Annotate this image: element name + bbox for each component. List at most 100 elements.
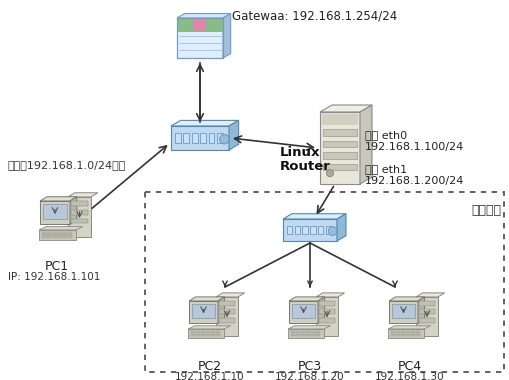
Bar bbox=[323, 141, 357, 147]
Bar bbox=[201, 331, 205, 333]
Bar bbox=[322, 114, 358, 125]
Bar bbox=[287, 226, 292, 234]
Polygon shape bbox=[40, 201, 70, 224]
Polygon shape bbox=[320, 112, 360, 184]
Polygon shape bbox=[288, 329, 324, 338]
Bar bbox=[191, 334, 195, 336]
Text: IP: 192.168.1.101: IP: 192.168.1.101 bbox=[8, 272, 100, 282]
Bar bbox=[406, 331, 410, 333]
Polygon shape bbox=[177, 18, 223, 58]
Polygon shape bbox=[70, 197, 77, 224]
Polygon shape bbox=[177, 14, 231, 18]
Bar bbox=[291, 334, 295, 336]
Bar bbox=[219, 309, 235, 314]
Polygon shape bbox=[39, 226, 83, 230]
Bar bbox=[196, 334, 200, 336]
Bar bbox=[216, 334, 220, 336]
Bar bbox=[58, 235, 62, 238]
Bar bbox=[406, 334, 410, 336]
Bar bbox=[392, 304, 415, 318]
Bar bbox=[401, 334, 405, 336]
Text: 外部 eth0
192.168.1.100/24: 外部 eth0 192.168.1.100/24 bbox=[365, 130, 464, 152]
Polygon shape bbox=[223, 14, 231, 58]
Bar bbox=[301, 331, 305, 333]
Polygon shape bbox=[189, 297, 224, 301]
Bar bbox=[319, 301, 335, 306]
Text: PC4: PC4 bbox=[398, 360, 422, 373]
Bar bbox=[219, 318, 235, 323]
Polygon shape bbox=[288, 326, 330, 329]
Bar bbox=[71, 210, 88, 215]
Text: 實際的192.168.1.0/24網段: 實際的192.168.1.0/24網段 bbox=[8, 160, 126, 170]
Bar bbox=[183, 133, 189, 143]
Bar bbox=[302, 226, 308, 234]
Bar bbox=[209, 133, 214, 143]
Bar bbox=[43, 204, 67, 219]
Bar bbox=[217, 133, 223, 143]
Polygon shape bbox=[416, 293, 444, 297]
Bar bbox=[71, 201, 88, 206]
Bar bbox=[192, 304, 215, 318]
Bar bbox=[323, 118, 357, 124]
Text: PC2: PC2 bbox=[198, 360, 222, 373]
Bar bbox=[416, 331, 420, 333]
Bar bbox=[316, 331, 320, 333]
Polygon shape bbox=[216, 297, 238, 336]
Text: Linux: Linux bbox=[280, 147, 321, 160]
Bar bbox=[295, 226, 300, 234]
Bar bbox=[52, 232, 56, 234]
Polygon shape bbox=[283, 219, 337, 241]
Text: Gatewaa: 192.168.1.254/24: Gatewaa: 192.168.1.254/24 bbox=[232, 10, 397, 22]
Polygon shape bbox=[171, 120, 239, 126]
Polygon shape bbox=[418, 297, 425, 323]
Bar bbox=[191, 331, 195, 333]
Bar bbox=[196, 331, 200, 333]
Text: 內部 eth1
192.168.1.200/24: 內部 eth1 192.168.1.200/24 bbox=[365, 164, 464, 185]
Bar bbox=[177, 18, 223, 32]
Polygon shape bbox=[229, 120, 239, 150]
Bar bbox=[219, 301, 235, 306]
Text: 192.168.1.20: 192.168.1.20 bbox=[275, 372, 345, 380]
Bar bbox=[47, 235, 51, 238]
Polygon shape bbox=[218, 297, 224, 323]
Polygon shape bbox=[320, 105, 372, 112]
Circle shape bbox=[326, 169, 333, 177]
Text: PC1: PC1 bbox=[45, 260, 69, 273]
Bar bbox=[145, 192, 504, 372]
Bar bbox=[419, 318, 435, 323]
Polygon shape bbox=[216, 293, 244, 297]
Polygon shape bbox=[189, 301, 218, 323]
Bar bbox=[42, 235, 46, 238]
Polygon shape bbox=[188, 326, 231, 329]
Text: 192.168.1.10: 192.168.1.10 bbox=[175, 372, 245, 380]
Polygon shape bbox=[389, 301, 418, 323]
Bar bbox=[63, 235, 67, 238]
Bar bbox=[419, 309, 435, 314]
Bar bbox=[323, 164, 357, 170]
Circle shape bbox=[328, 227, 337, 236]
Bar bbox=[323, 152, 357, 159]
Bar bbox=[292, 304, 315, 318]
Bar bbox=[296, 331, 300, 333]
Bar bbox=[206, 331, 210, 333]
Text: 192.168.1.30: 192.168.1.30 bbox=[375, 372, 445, 380]
Polygon shape bbox=[289, 301, 318, 323]
Bar bbox=[296, 334, 300, 336]
Text: 獨立區網: 獨立區網 bbox=[471, 204, 501, 217]
Bar bbox=[306, 334, 310, 336]
Bar bbox=[310, 226, 316, 234]
Bar bbox=[411, 334, 415, 336]
Bar bbox=[319, 318, 335, 323]
Polygon shape bbox=[40, 197, 77, 201]
Bar bbox=[401, 331, 405, 333]
Bar bbox=[58, 232, 62, 234]
Polygon shape bbox=[389, 297, 425, 301]
Bar bbox=[175, 133, 181, 143]
Polygon shape bbox=[188, 329, 224, 338]
Polygon shape bbox=[360, 105, 372, 184]
Bar bbox=[411, 331, 415, 333]
Bar bbox=[216, 331, 220, 333]
Text: PC3: PC3 bbox=[298, 360, 322, 373]
Bar bbox=[193, 19, 206, 31]
Bar bbox=[323, 129, 357, 136]
